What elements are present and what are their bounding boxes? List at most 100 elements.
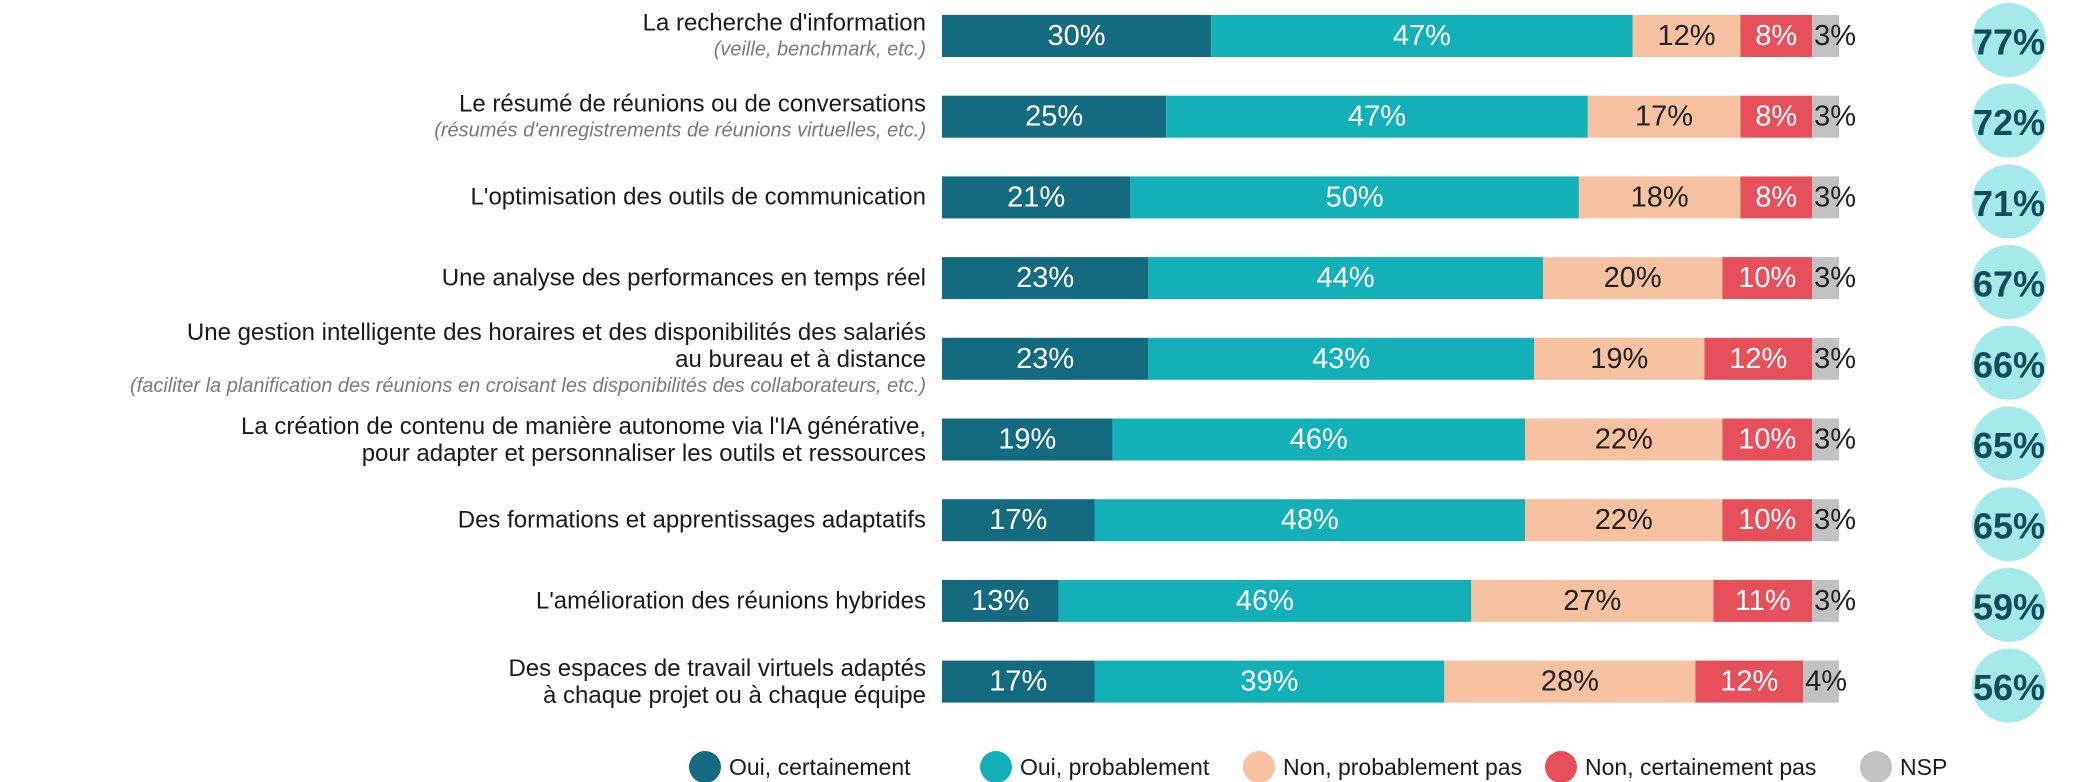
bar-segment [1578,176,1741,219]
value-label: 3% [1814,101,1856,133]
value-label: 39% [1240,666,1298,698]
value-label: 19% [1590,343,1648,375]
bar-segment [1525,499,1723,542]
bar-segment [1713,579,1813,622]
bar-segment [1740,95,1813,138]
category-label: La recherche d'information (veille, bench… [643,10,926,63]
value-label: 23% [1016,262,1074,294]
category-label: L'amélioration des réunions hybrides [536,587,926,614]
value-label: 3% [1814,424,1856,456]
legend-swatch [1243,751,1275,782]
total-bubble [1972,487,2046,562]
value-label: 4% [1805,666,1847,698]
bar-segment [942,579,1059,622]
bar-segment [1812,579,1839,622]
legend-label: Oui, probablement [1020,754,1210,780]
bar-segment [1812,95,1839,138]
total-bubble [1972,567,2046,642]
legend-swatch [1545,751,1577,782]
value-label: 13% [971,585,1029,617]
value-label: 17% [1635,101,1693,133]
category-text: L'amélioration des réunions hybrides [535,587,926,615]
value-label: 44% [1317,262,1375,294]
value-label: 23% [1016,343,1074,375]
value-label: 3% [1814,20,1856,52]
bar-segment [1695,660,1804,703]
category-text: Une analyse des performances en temps ré… [441,264,926,292]
value-label: 3% [1814,262,1856,294]
total-bubble [1972,164,2046,239]
legend-label: Non, probablement pas [1283,754,1522,780]
value-label: 3% [1814,343,1856,375]
total-bubble [1972,3,2046,77]
value-label: 12% [1657,20,1715,52]
bar-segment [1812,176,1839,219]
bar-segment [1166,95,1588,138]
bar-segment [1094,660,1445,703]
value-label: 18% [1631,181,1689,213]
bar-segment [1704,337,1813,380]
bar-segment [942,15,1212,57]
category-text: Le résumé de réunions ou de conversation… [459,90,926,118]
legend-label: Oui, certainement [729,754,911,780]
value-label: 17% [989,666,1047,698]
bar-segment [1812,257,1839,300]
value-label: 11% [1735,585,1791,617]
total-label: 71% [1973,183,2045,224]
category-note: (veille, benchmark, etc.) [713,38,926,61]
total-label: 65% [1973,425,2045,466]
bar-segment [1587,95,1741,138]
bar-segment [1211,15,1633,57]
value-label: 10% [1738,504,1796,536]
bar-segment [1534,337,1705,380]
total-label: 56% [1973,667,2045,708]
value-label: 17% [989,504,1047,536]
value-label: 10% [1738,262,1796,294]
total-label: 72% [1973,102,2045,143]
bar-segment [1471,579,1714,622]
value-label: 46% [1290,424,1348,456]
category-text: Une gestion intelligente des horaires et… [186,318,926,373]
total-bubble [1972,83,2046,158]
value-label: 47% [1348,101,1406,133]
legend-label: NSP [1900,754,1947,780]
bar-segment [1148,257,1543,300]
value-label: 8% [1755,20,1797,52]
bar-segment [942,257,1149,300]
bar-segment [1094,499,1526,542]
bar-segment [942,337,1149,380]
category-text: L'optimisation des outils de communicati… [470,183,926,211]
value-label: 3% [1814,181,1856,213]
value-label: 12% [1729,343,1787,375]
value-label: 8% [1755,101,1797,133]
bar-segment [1130,176,1579,219]
category-note: (faciliter la planification des réunions… [130,374,926,397]
bar-segment [942,418,1113,461]
bar-segment [1148,337,1535,380]
value-label: 12% [1720,666,1778,698]
bar-segment [1803,660,1839,703]
value-label: 3% [1814,504,1856,536]
category-label: Le résumé de réunions ou de conversation… [434,90,926,143]
bar-segment [1812,15,1839,57]
bar-segment [1112,418,1526,461]
bar-segment [1058,579,1472,622]
bar-segment [1740,15,1813,57]
bar-segment [1812,499,1839,542]
total-bubble [1972,648,2046,723]
category-label: Des formations et apprentissages adaptat… [458,507,926,534]
bar-segment [1542,257,1723,300]
value-label: 28% [1541,666,1599,698]
bar-segment [1722,418,1813,461]
bar-segment [942,499,1095,542]
total-label: 66% [1973,344,2045,385]
category-note: (résumés d'enregistrements de réunions v… [434,119,926,142]
category-label: Une gestion intelligente des horaires et… [130,319,926,399]
value-label: 48% [1281,504,1339,536]
category-text: La création de contenu de manière autono… [240,412,926,467]
bar-segment [942,176,1131,219]
total-label: 65% [1973,506,2045,547]
value-label: 43% [1312,343,1370,375]
